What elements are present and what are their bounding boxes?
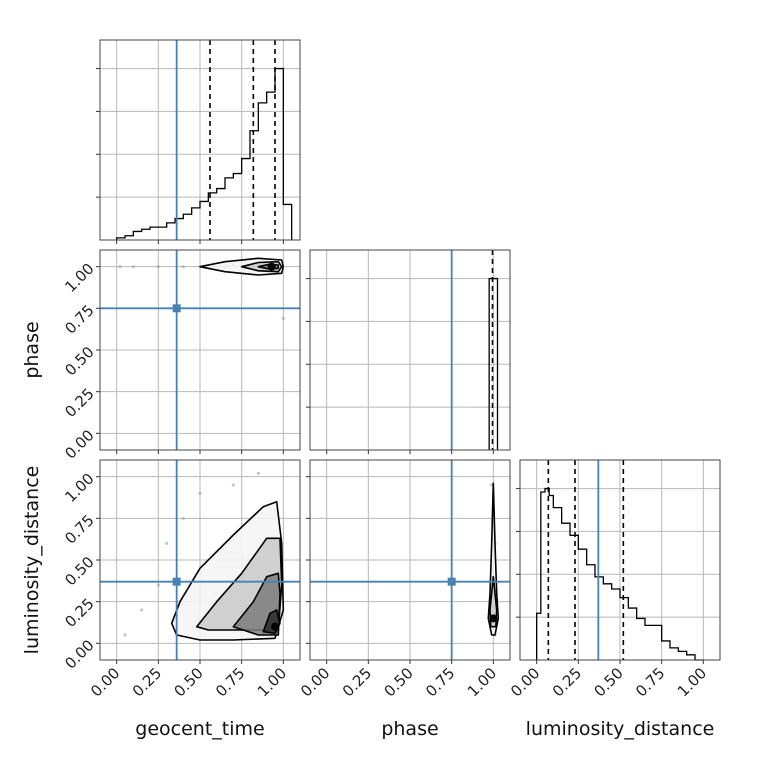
x-axis-label-phase: phase — [381, 718, 438, 740]
y-axis-label-luminosity-distance: luminosity_distance — [21, 466, 43, 655]
sample-point — [231, 483, 235, 487]
y-tick-label: 0.25 — [61, 595, 97, 631]
truth-marker — [172, 304, 181, 313]
density-layer — [487, 482, 500, 637]
x-tick-label: 0.25 — [129, 664, 165, 700]
y-tick-label: 0.00 — [61, 426, 97, 462]
density-layer — [123, 471, 285, 641]
panel-hist-geocent-time — [96, 39, 301, 244]
sample-point — [181, 265, 185, 269]
x-tick-label: 0.00 — [87, 664, 123, 700]
x-tick-label: 0.75 — [212, 664, 248, 700]
sample-point — [140, 608, 144, 612]
density-layer — [118, 257, 285, 320]
sample-point — [118, 265, 122, 269]
x-tick-label: 0.00 — [297, 664, 333, 700]
histogram-step-line — [536, 487, 704, 661]
density-peak — [489, 614, 498, 623]
y-tick-label: 0.50 — [61, 553, 97, 589]
panel-density-distance-vs-phase: 0.00 0.25 0.50 0.75 1.00 — [297, 459, 511, 700]
y-tick-label: 0.75 — [61, 301, 97, 337]
panel-density-distance-vs-geocent-time: 0.00 0.25 0.50 0.75 1.000.000.250.500.751.00 — [61, 459, 301, 700]
x-tick-label: 1.00 — [464, 664, 500, 700]
x-tick-label: 0.75 — [632, 664, 668, 700]
y-tick-label: 0.50 — [61, 343, 97, 379]
panel-frame — [99, 249, 301, 451]
x-tick-label: 1.00 — [674, 664, 710, 700]
panel-frame — [519, 459, 721, 661]
density-peak — [271, 622, 279, 631]
y-tick-label: 0.25 — [61, 385, 97, 421]
sample-point — [181, 516, 185, 520]
y-tick-label: 1.00 — [61, 470, 97, 506]
density-contour — [489, 575, 498, 628]
y-tick-label: 1.00 — [61, 260, 97, 296]
truth-marker — [447, 577, 456, 586]
x-axis-label-luminosity-distance: luminosity_distance — [526, 718, 715, 740]
y-tick-label: 0.00 — [61, 636, 97, 672]
sample-point — [156, 265, 160, 269]
panel-frame — [309, 459, 511, 661]
panel-frame — [309, 249, 511, 451]
sample-point — [131, 265, 135, 269]
x-tick-label: 1.00 — [254, 664, 290, 700]
truth-marker — [172, 577, 181, 586]
y-tick-label: 0.75 — [61, 511, 97, 547]
x-tick-label: 0.00 — [507, 664, 543, 700]
x-tick-label: 0.75 — [422, 664, 458, 700]
sample-point — [165, 541, 169, 545]
x-axis-label-geocent-time: geocent_time — [135, 718, 264, 740]
sample-point — [123, 633, 127, 637]
panel-hist-luminosity-distance: 0.00 0.25 0.50 0.75 1.00 — [507, 459, 721, 700]
sample-point — [198, 491, 202, 495]
panel-frame — [99, 39, 301, 241]
x-tick-label: 0.25 — [549, 664, 585, 700]
sample-point — [256, 471, 260, 475]
histogram-step-line — [116, 67, 293, 240]
y-axis-label-phase: phase — [21, 321, 43, 378]
x-tick-label: 0.25 — [339, 664, 375, 700]
panel-hist-phase — [306, 249, 511, 454]
x-tick-label: 0.50 — [590, 664, 626, 700]
x-tick-label: 0.50 — [380, 664, 416, 700]
panel-frame — [99, 459, 301, 661]
sample-point — [156, 583, 160, 587]
sample-point — [281, 316, 285, 320]
histogram-step-line — [488, 277, 499, 450]
density-peak — [267, 262, 276, 271]
x-tick-label: 0.50 — [170, 664, 206, 700]
panel-density-phase-vs-geocent-time: 0.00 0.25 0.50 0.75 1.00 — [61, 249, 301, 463]
